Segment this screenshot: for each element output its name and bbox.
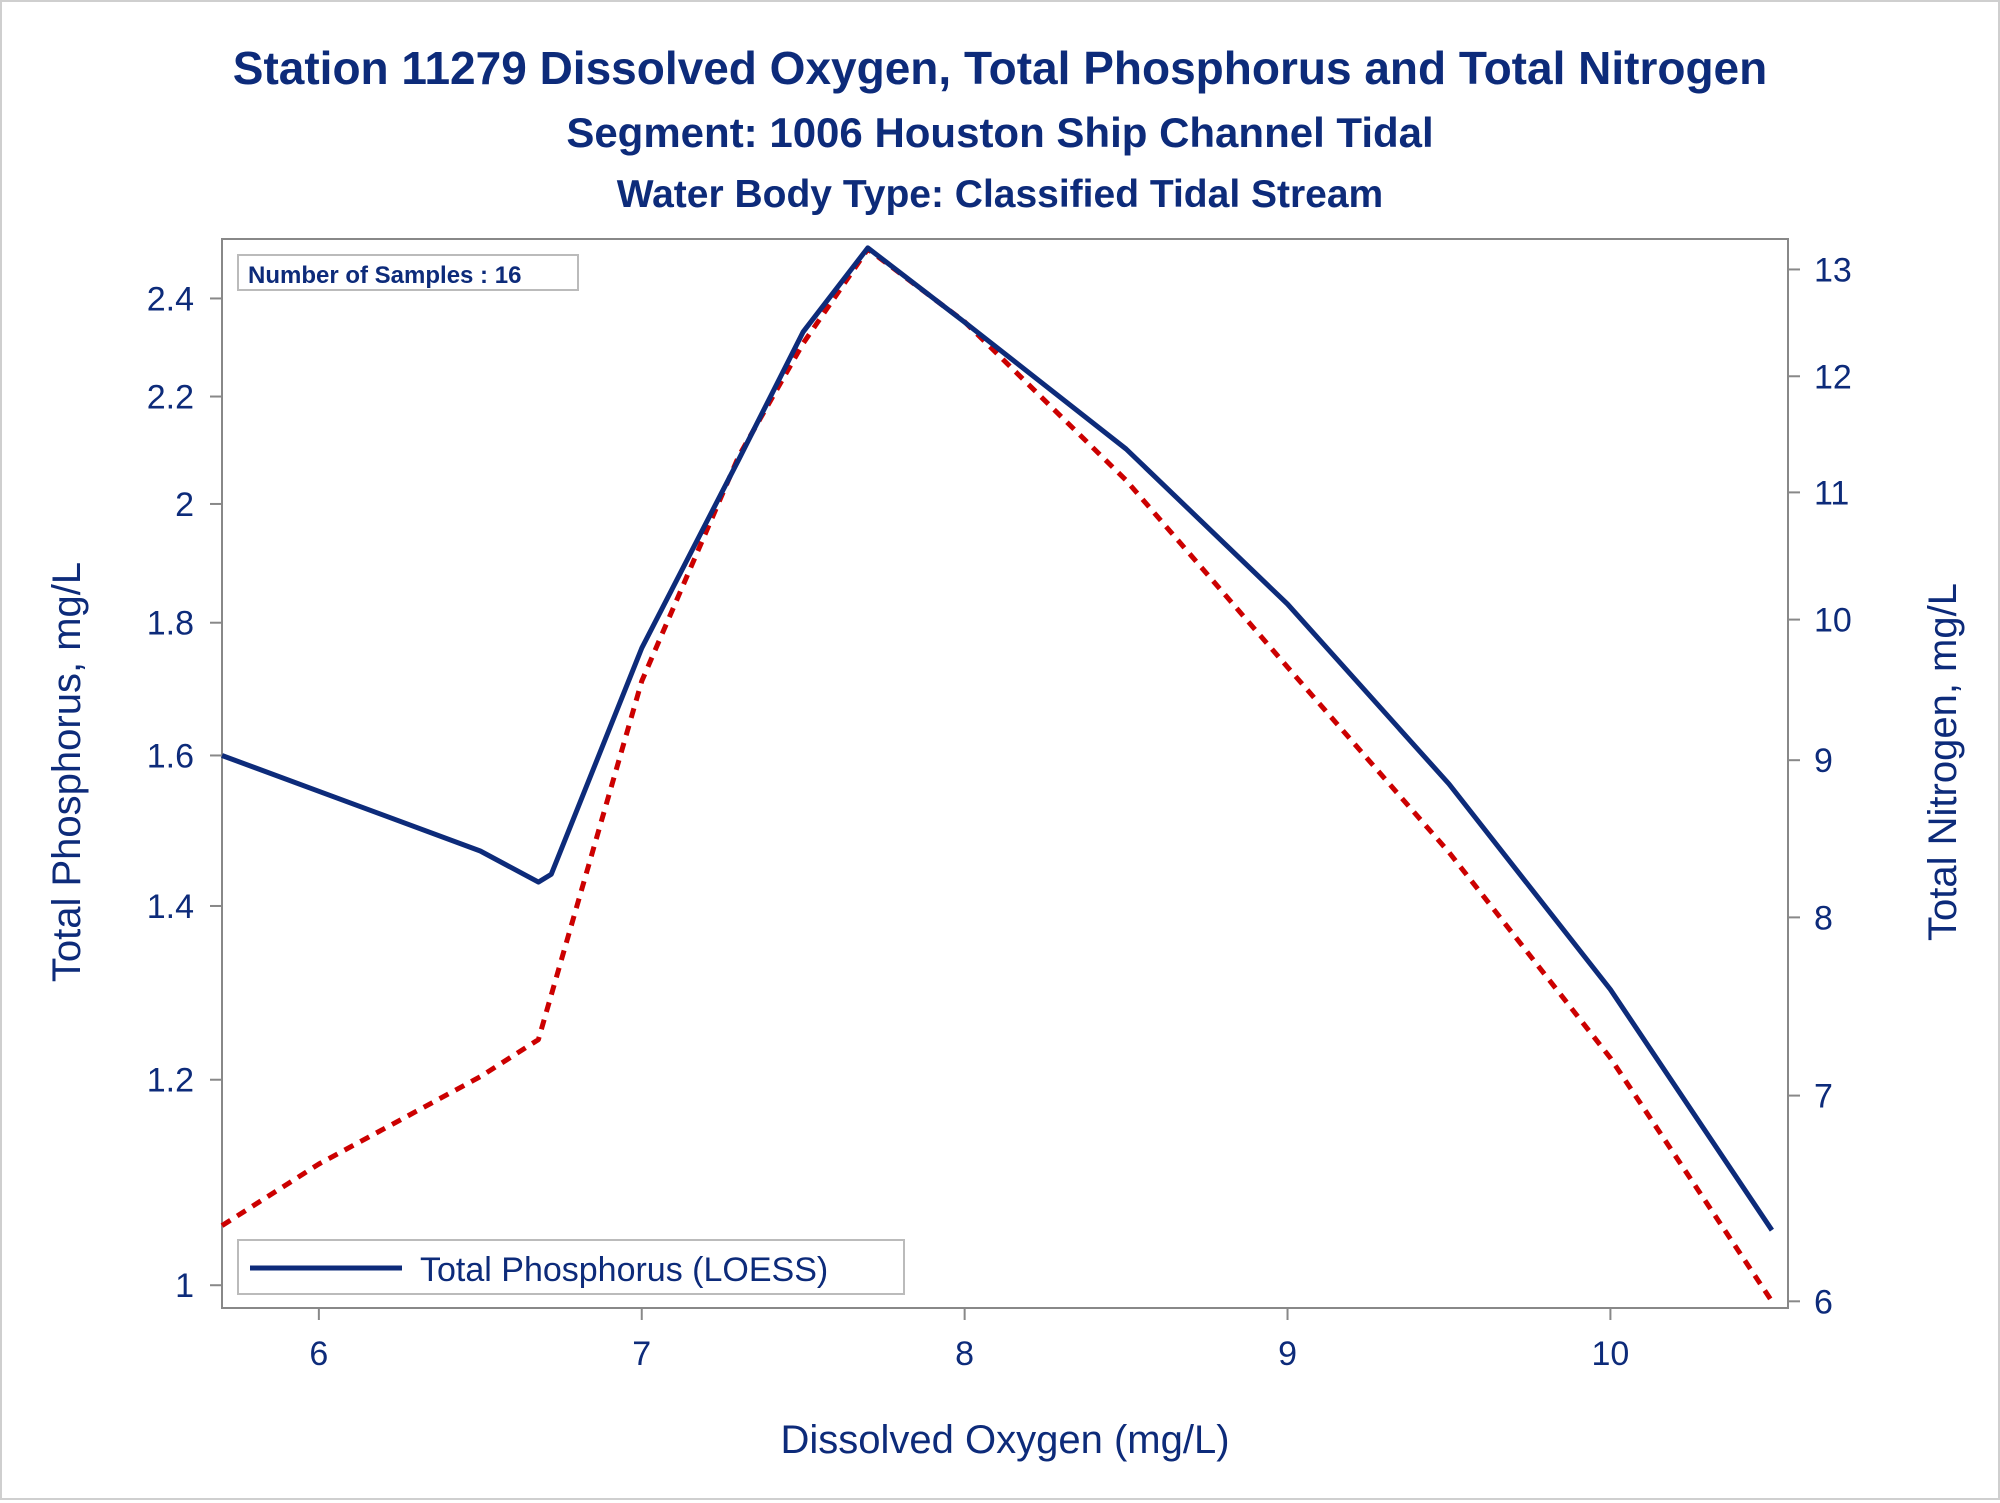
y2-axis-ticks: 6 7 8 9 10 11 12 13 bbox=[1788, 251, 1852, 1321]
y2-tick-label: 12 bbox=[1814, 358, 1852, 396]
y2-tick-label: 11 bbox=[1814, 474, 1849, 512]
x-axis-ticks: 6 7 8 9 10 bbox=[309, 1308, 1629, 1373]
y2-tick-label: 8 bbox=[1814, 899, 1833, 937]
y-tick-label: 1.8 bbox=[147, 605, 194, 643]
y-tick-label: 2 bbox=[175, 486, 194, 524]
y2-tick-label: 9 bbox=[1814, 742, 1833, 780]
y2-axis-label: Total Nitrogen, mg/L bbox=[1921, 583, 1965, 941]
chart-subtitle: Segment: 1006 Houston Ship Channel Tidal bbox=[566, 109, 1433, 156]
x-tick-label: 7 bbox=[632, 1335, 651, 1373]
series-line-total-phosphorus bbox=[221, 245, 1774, 1232]
sample-count-box bbox=[237, 254, 579, 291]
y2-tick-label: 13 bbox=[1814, 251, 1852, 289]
y-tick-label: 1.4 bbox=[147, 888, 194, 926]
y-tick-label: 1.6 bbox=[147, 737, 194, 775]
y-axis-ticks: 1 1.2 1.4 1.6 1.8 2 2.2 2.4 bbox=[147, 280, 222, 1305]
x-tick-label: 10 bbox=[1591, 1335, 1629, 1373]
y-tick-label: 2.2 bbox=[147, 379, 194, 417]
series-layer bbox=[220, 245, 1774, 1303]
chart-subtitle-2: Water Body Type: Classified Tidal Stream bbox=[617, 173, 1383, 216]
legend-label-total-phosphorus: Total Phosphorus (LOESS) bbox=[420, 1251, 828, 1289]
chart-title: Station 11279 Dissolved Oxygen, Total Ph… bbox=[233, 42, 1767, 94]
y2-tick-label: 7 bbox=[1814, 1078, 1833, 1116]
y2-tick-label: 10 bbox=[1814, 602, 1852, 640]
y2-tick-label: 6 bbox=[1814, 1283, 1833, 1321]
plot-area bbox=[221, 238, 1789, 1309]
y-axis-label: Total Phosphorus, mg/L bbox=[45, 562, 89, 982]
y-tick-label: 2.4 bbox=[147, 280, 194, 318]
y-tick-label: 1 bbox=[175, 1267, 194, 1305]
x-tick-label: 6 bbox=[309, 1335, 328, 1373]
y-tick-label: 1.2 bbox=[147, 1062, 194, 1100]
x-tick-label: 8 bbox=[955, 1335, 974, 1373]
sample-count-label: Number of Samples : 16 bbox=[248, 262, 521, 289]
x-tick-label: 9 bbox=[1278, 1335, 1297, 1373]
x-axis-label: Dissolved Oxygen (mg/L) bbox=[780, 1418, 1229, 1462]
series-line-total-nitrogen bbox=[220, 246, 1774, 1303]
